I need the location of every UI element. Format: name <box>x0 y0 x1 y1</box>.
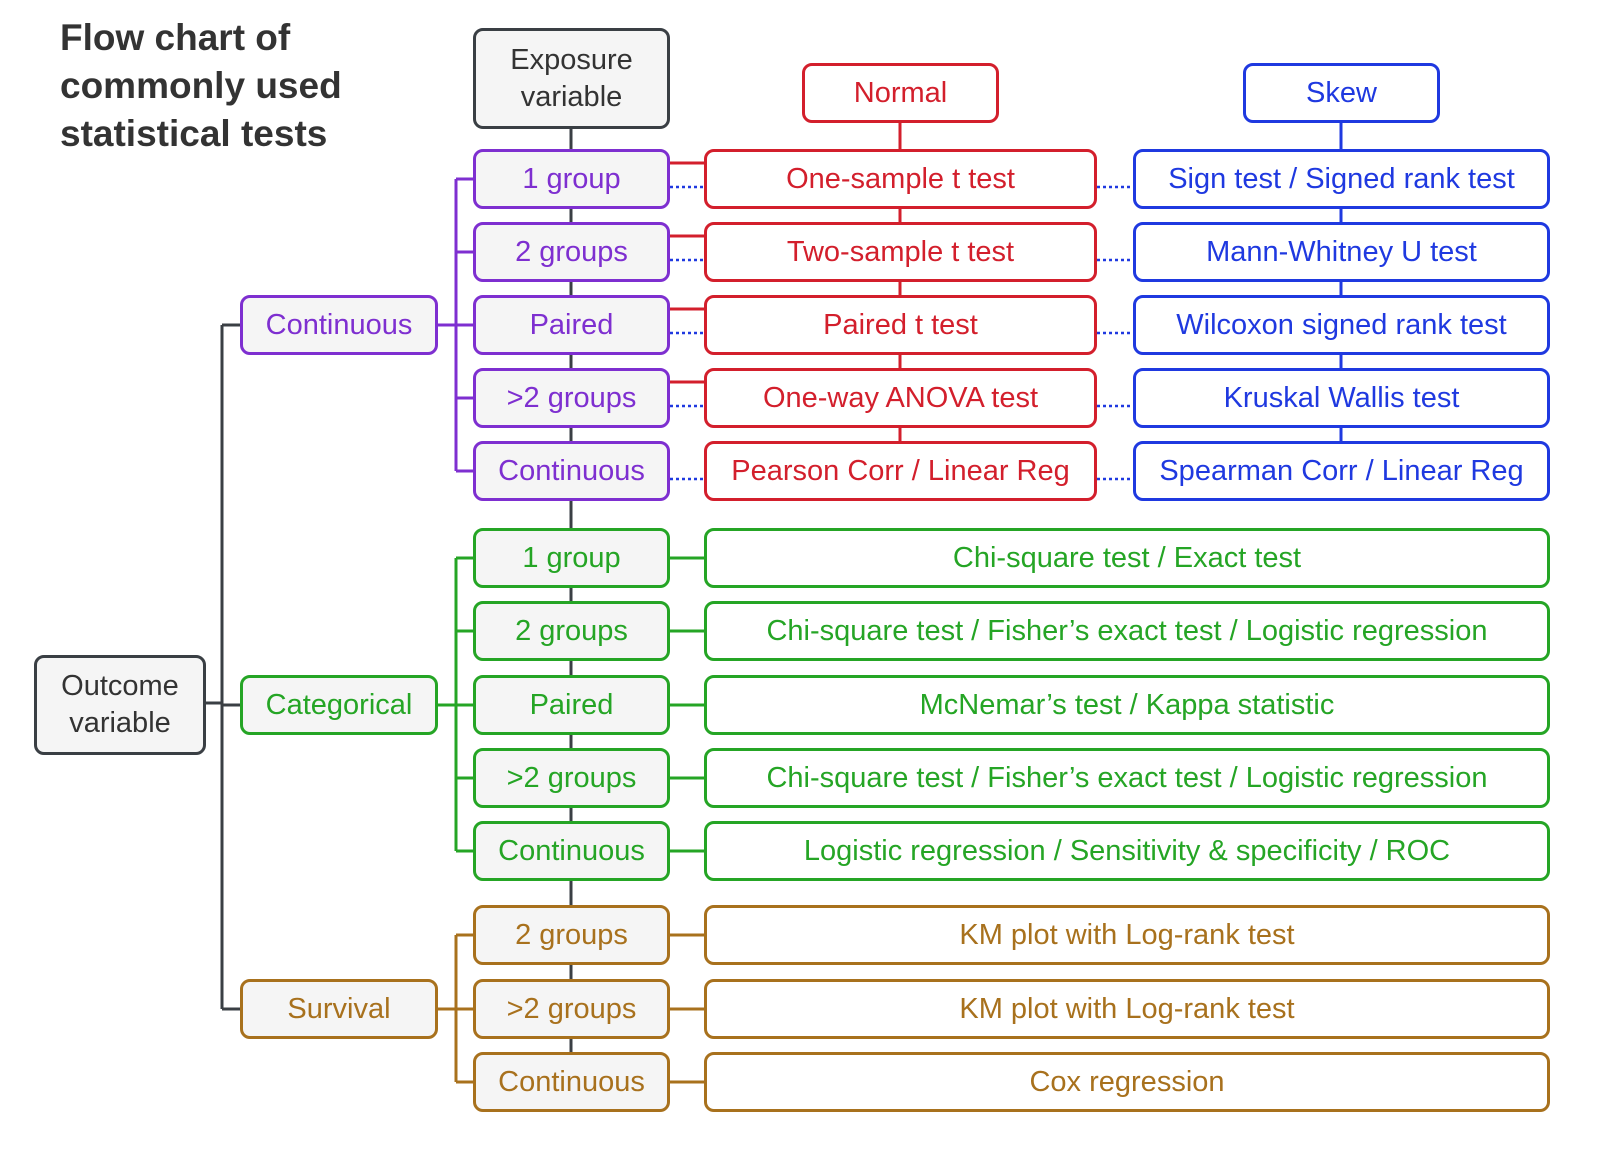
continuous-outcome-box: Continuous <box>240 295 438 355</box>
survival-outcome-box: Survival <box>240 979 438 1039</box>
normal-test-2: Two-sample t test <box>704 222 1097 282</box>
normal-header: Normal <box>802 63 999 123</box>
exposure-line-2: variable <box>520 80 623 113</box>
title-line-1: Flow chart of <box>60 17 291 58</box>
outcome-line-2: variable <box>69 707 171 739</box>
survival-test-2: KM plot with Log-rank test <box>704 979 1550 1039</box>
normal-test-3: Paired t test <box>704 295 1097 355</box>
title-line-2: commonly used <box>60 65 342 106</box>
skew-header: Skew <box>1243 63 1440 123</box>
skew-test-1: Sign test / Signed rank test <box>1133 149 1550 209</box>
skew-test-5: Spearman Corr / Linear Reg <box>1133 441 1550 501</box>
categorical-group-1: 1 group <box>473 528 670 588</box>
exposure-line-1: Exposure <box>510 43 633 76</box>
exposure-variable-box: Exposure variable <box>473 28 670 129</box>
survival-group-2: >2 groups <box>473 979 670 1039</box>
categorical-test-4: Chi-square test / Fisher’s exact test / … <box>704 748 1550 808</box>
continuous-group-1: 1 group <box>473 149 670 209</box>
normal-test-1: One-sample t test <box>704 149 1097 209</box>
survival-test-3: Cox regression <box>704 1052 1550 1112</box>
categorical-outcome-box: Categorical <box>240 675 438 735</box>
page-title: Flow chart of commonly used statistical … <box>60 14 420 158</box>
continuous-group-4: >2 groups <box>473 368 670 428</box>
survival-group-1: 2 groups <box>473 905 670 965</box>
skew-test-3: Wilcoxon signed rank test <box>1133 295 1550 355</box>
categorical-group-5: Continuous <box>473 821 670 881</box>
title-line-3: statistical tests <box>60 113 328 154</box>
survival-group-3: Continuous <box>473 1052 670 1112</box>
categorical-group-3: Paired <box>473 675 670 735</box>
categorical-group-2: 2 groups <box>473 601 670 661</box>
categorical-group-4: >2 groups <box>473 748 670 808</box>
outcome-variable-box: Outcome variable <box>34 655 206 755</box>
skew-test-2: Mann-Whitney U test <box>1133 222 1550 282</box>
continuous-group-5: Continuous <box>473 441 670 501</box>
categorical-test-3: McNemar’s test / Kappa statistic <box>704 675 1550 735</box>
categorical-test-5: Logistic regression / Sensitivity & spec… <box>704 821 1550 881</box>
normal-test-4: One-way ANOVA test <box>704 368 1097 428</box>
outcome-line-1: Outcome <box>61 670 179 702</box>
normal-test-5: Pearson Corr / Linear Reg <box>704 441 1097 501</box>
continuous-group-2: 2 groups <box>473 222 670 282</box>
skew-test-4: Kruskal Wallis test <box>1133 368 1550 428</box>
continuous-group-3: Paired <box>473 295 670 355</box>
categorical-test-1: Chi-square test / Exact test <box>704 528 1550 588</box>
categorical-test-2: Chi-square test / Fisher’s exact test / … <box>704 601 1550 661</box>
survival-test-1: KM plot with Log-rank test <box>704 905 1550 965</box>
